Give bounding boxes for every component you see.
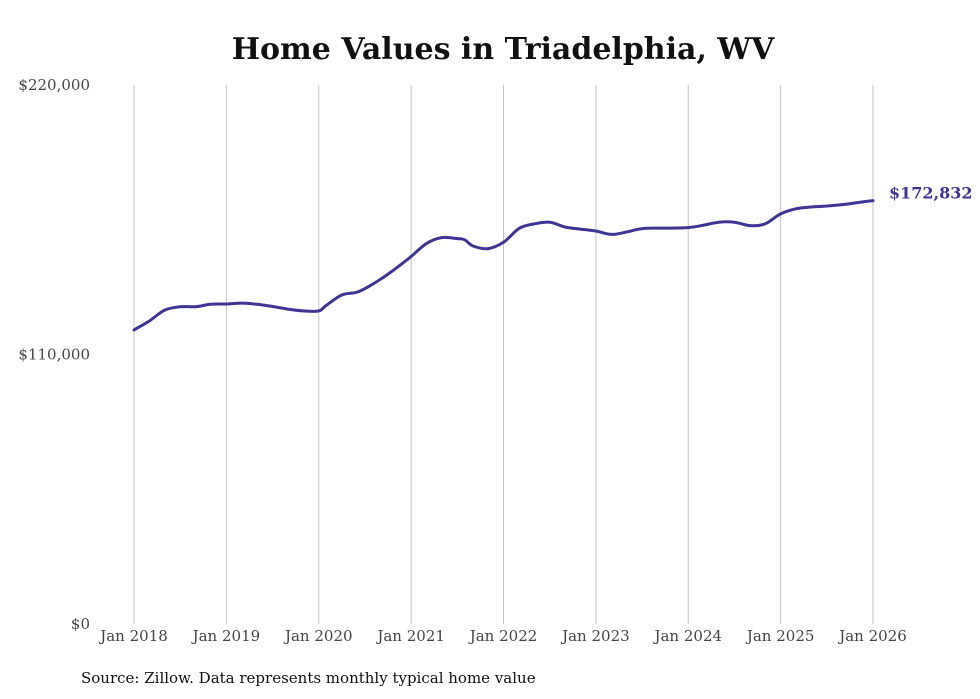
x-tick-label: Jan 2026 <box>837 627 907 645</box>
source-note: Source: Zillow. Data represents monthly … <box>81 669 536 687</box>
x-tick-label: Jan 2022 <box>468 627 538 645</box>
x-tick-label: Jan 2024 <box>652 627 722 645</box>
x-tick-label: Jan 2023 <box>560 627 630 645</box>
y-tick-label: $0 <box>71 615 90 633</box>
x-axis-tick-labels: Jan 2018 Jan 2019 Jan 2020 Jan 2021 Jan 2022… <box>98 627 907 645</box>
vertical-gridlines <box>133 85 874 624</box>
x-tick-label: Jan 2020 <box>283 627 353 645</box>
latest-value-label: $172,832 <box>889 184 973 203</box>
chart-title: Home Values in Triadelphia, WV <box>232 32 775 67</box>
y-axis-tick-labels: $0 $110,000 $220,000 <box>18 76 90 633</box>
x-tick-label: Jan 2021 <box>375 627 445 645</box>
y-tick-label: $220,000 <box>18 76 90 94</box>
x-tick-label: Jan 2025 <box>745 627 815 645</box>
y-tick-label: $110,000 <box>18 346 90 364</box>
x-tick-label: Jan 2018 <box>98 627 168 645</box>
x-tick-label: Jan 2019 <box>191 627 261 645</box>
home-value-line <box>132 199 875 332</box>
